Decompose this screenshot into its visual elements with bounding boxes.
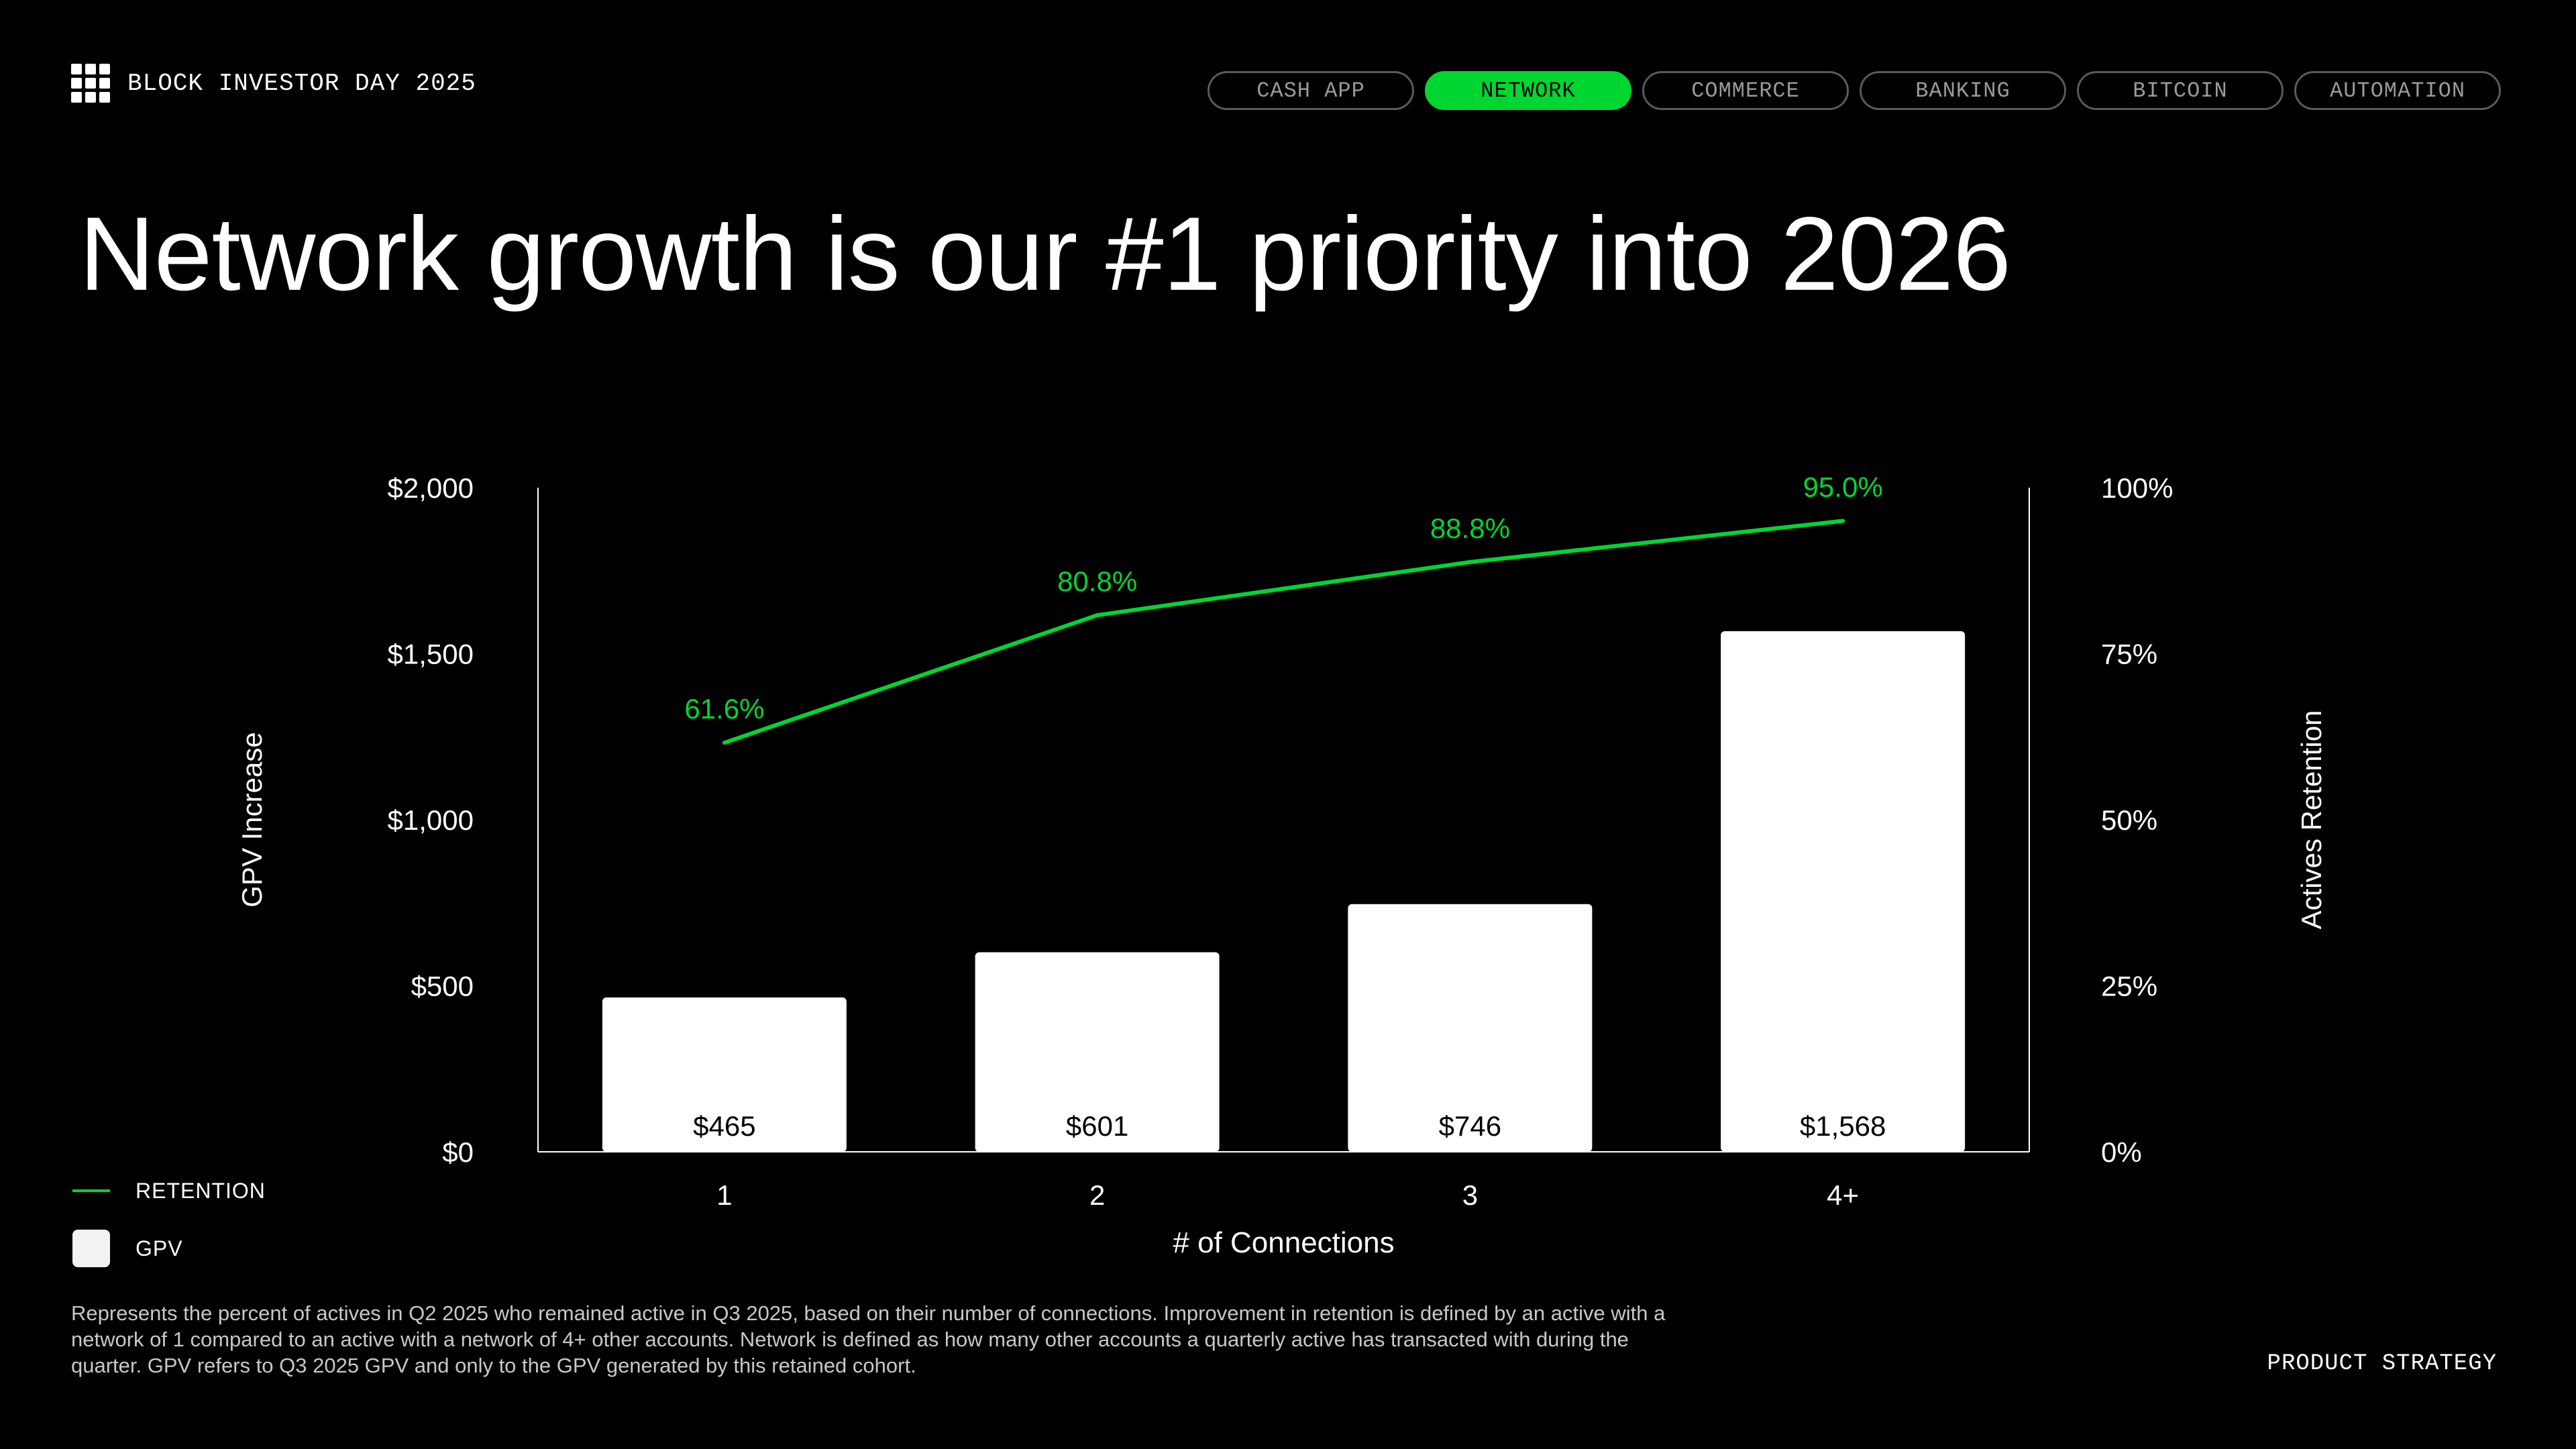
chart-line bbox=[722, 519, 1845, 745]
tab-bitcoin[interactable]: BITCOIN bbox=[2077, 71, 2284, 110]
x-tick-label: 4+ bbox=[1827, 1179, 1859, 1211]
brand-title: BLOCK INVESTOR DAY 2025 bbox=[127, 69, 476, 97]
bar-gpv bbox=[975, 952, 1220, 1152]
y-tick-label-right: 50% bbox=[2101, 804, 2157, 836]
bar-gpv bbox=[1348, 904, 1593, 1152]
retention-point bbox=[722, 741, 727, 745]
bar-gpv bbox=[1721, 631, 1966, 1152]
x-tick-label: 2 bbox=[1089, 1179, 1105, 1211]
y-tick-label-right: 100% bbox=[2101, 472, 2173, 504]
retention-point bbox=[1841, 519, 1845, 523]
y-tick-label-right: 75% bbox=[2101, 639, 2157, 670]
retention-point bbox=[1468, 559, 1472, 564]
retention-point bbox=[1095, 613, 1099, 618]
retention-value-label: 80.8% bbox=[1057, 566, 1137, 597]
legend-label-gpv: GPV bbox=[136, 1236, 183, 1260]
chart-labels: $465 $601 $746 $1,568 61.6% 80.8% 88.8% 95.0% bbox=[684, 472, 1886, 1142]
x-tick-label: 3 bbox=[1462, 1179, 1478, 1211]
chart-axes: $0 $500 $1,000 $1,500 $2,000 0% 25% 50% 75% 100% G… bbox=[236, 472, 2327, 1259]
bar-value-label: $746 bbox=[1439, 1110, 1501, 1142]
x-axis-title: # of Connections bbox=[1173, 1226, 1394, 1259]
x-tick-label: 1 bbox=[716, 1179, 732, 1211]
y-axis-title-left: GPV Increase bbox=[236, 732, 268, 907]
tab-automation[interactable]: AUTOMATION bbox=[2294, 71, 2501, 110]
y-tick-label-left: $500 bbox=[411, 971, 474, 1002]
y-tick-label-left: $1,500 bbox=[388, 639, 474, 670]
legend-box-swatch bbox=[72, 1230, 110, 1267]
tab-network[interactable]: NETWORK bbox=[1425, 71, 1631, 110]
footnote: Represents the percent of actives in Q2 … bbox=[71, 1301, 1666, 1377]
y-tick-label-left: $1,000 bbox=[388, 804, 474, 836]
tab-banking[interactable]: BANKING bbox=[1860, 71, 2066, 110]
bar-value-label: $1,568 bbox=[1800, 1110, 1886, 1142]
chart-bars bbox=[602, 631, 1966, 1152]
retention-value-label: 88.8% bbox=[1430, 513, 1510, 544]
brand-header: BLOCK INVESTOR DAY 2025 bbox=[71, 63, 476, 103]
legend-item-retention: RETENTION bbox=[72, 1171, 266, 1211]
chart-legend: RETENTION GPV bbox=[72, 1171, 266, 1286]
retention-line bbox=[723, 519, 1843, 745]
y-tick-label-left: $0 bbox=[442, 1136, 474, 1168]
tab-cash-app[interactable]: CASH APP bbox=[1208, 71, 1414, 110]
grid-icon bbox=[71, 64, 110, 103]
page-title: Network growth is our #1 priority into 2… bbox=[79, 196, 2011, 313]
legend-line-swatch bbox=[72, 1189, 110, 1192]
section-nav: CASH APP NETWORK COMMERCE BANKING BITCOI… bbox=[1208, 71, 2501, 110]
legend-item-gpv: GPV bbox=[72, 1228, 266, 1269]
legend-label-retention: RETENTION bbox=[136, 1178, 266, 1203]
section-label: PRODUCT STRATEGY bbox=[2267, 1351, 2497, 1377]
retention-value-label: 61.6% bbox=[684, 693, 764, 724]
y-tick-label-left: $2,000 bbox=[388, 472, 474, 504]
y-axis-title-right: Actives Retention bbox=[2296, 710, 2327, 930]
bar-value-label: $465 bbox=[693, 1110, 755, 1142]
tab-commerce[interactable]: COMMERCE bbox=[1642, 71, 1849, 110]
bar-gpv bbox=[602, 997, 847, 1152]
retention-value-label: 95.0% bbox=[1803, 472, 1883, 503]
y-tick-label-right: 25% bbox=[2101, 971, 2157, 1002]
y-tick-label-right: 0% bbox=[2101, 1136, 2142, 1168]
bar-value-label: $601 bbox=[1066, 1110, 1128, 1142]
